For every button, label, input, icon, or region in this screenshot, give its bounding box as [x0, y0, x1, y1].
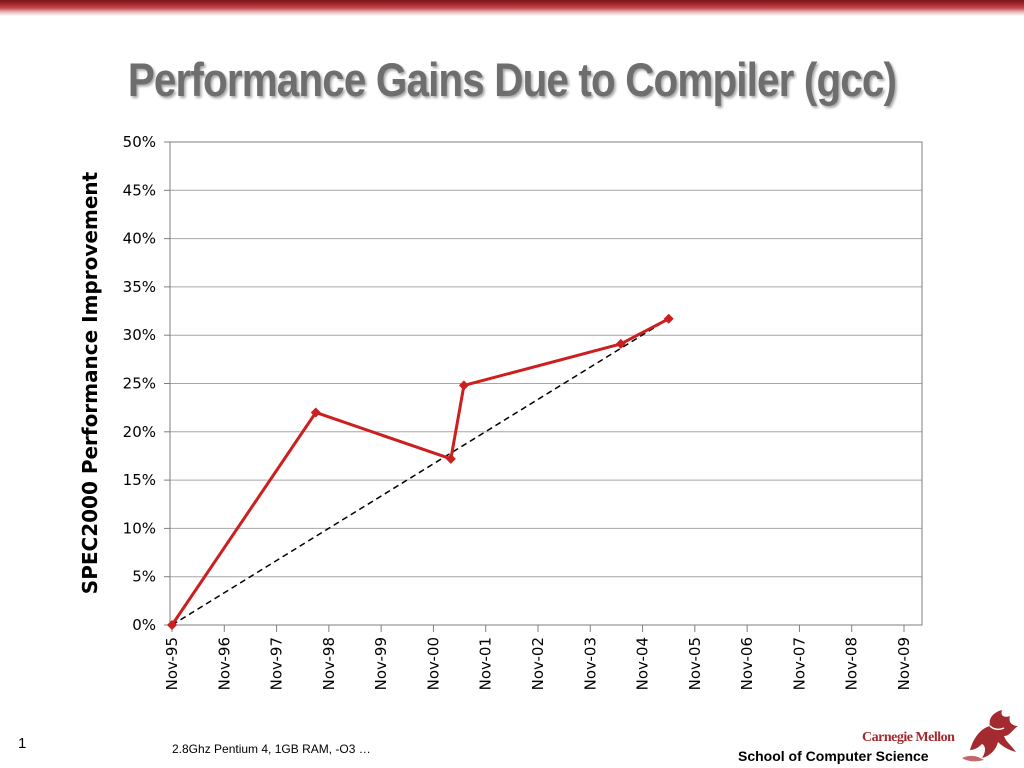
x-tick-label: Nov-99	[372, 637, 390, 690]
slide-title: Performance Gains Due to Compiler (gcc)	[127, 53, 897, 106]
y-tick-label: 0%	[132, 616, 156, 634]
x-tick-label: Nov-00	[424, 637, 442, 690]
top-accent-bar	[0, 0, 1024, 16]
data-point	[445, 453, 456, 464]
y-tick-label: 50%	[123, 133, 156, 151]
brand-name: Carnegie Mellon	[862, 730, 955, 745]
y-axis-label: SPEC2000 Performance Improvement	[78, 171, 102, 595]
footnote: 2.8Ghz Pentium 4, 1GB RAM, -O3 …	[172, 742, 371, 756]
y-tick-label: 35%	[123, 278, 156, 296]
data-point	[458, 380, 469, 391]
data-point	[615, 338, 626, 349]
data-point	[663, 313, 674, 324]
x-tick-label: Nov-96	[215, 637, 233, 690]
data-point	[167, 620, 177, 630]
y-tick-label: 30%	[123, 326, 156, 344]
y-tick-label: 45%	[123, 181, 156, 199]
x-tick-label: Nov-05	[686, 637, 704, 690]
x-tick-label: Nov-09	[895, 637, 913, 690]
y-tick-label: 15%	[123, 471, 156, 489]
y-tick-label: 20%	[123, 423, 156, 441]
y-tick-label: 10%	[123, 519, 156, 537]
x-tick-label: Nov-04	[634, 637, 652, 690]
y-tick-label: 25%	[123, 375, 156, 393]
x-tick-label: Nov-95	[163, 637, 181, 690]
school-name: School of Computer Science	[738, 748, 929, 764]
page-number: 1	[18, 735, 27, 752]
trendline	[171, 318, 670, 626]
y-tick-label: 40%	[123, 230, 156, 248]
series-line	[170, 317, 670, 626]
x-tick-label: Nov-08	[843, 637, 861, 690]
x-tick-label: Nov-01	[477, 637, 495, 690]
x-tick-label: Nov-06	[738, 637, 756, 690]
x-tick-label: Nov-98	[320, 637, 338, 690]
griffin-icon	[962, 710, 1018, 762]
data-point	[310, 407, 321, 418]
plot-area	[169, 141, 923, 626]
x-tick-label: Nov-03	[581, 637, 599, 690]
y-tick-label: 5%	[132, 568, 156, 586]
x-tick-label: Nov-97	[268, 637, 286, 690]
x-tick-label: Nov-02	[529, 637, 547, 690]
x-tick-label: Nov-07	[790, 637, 808, 690]
